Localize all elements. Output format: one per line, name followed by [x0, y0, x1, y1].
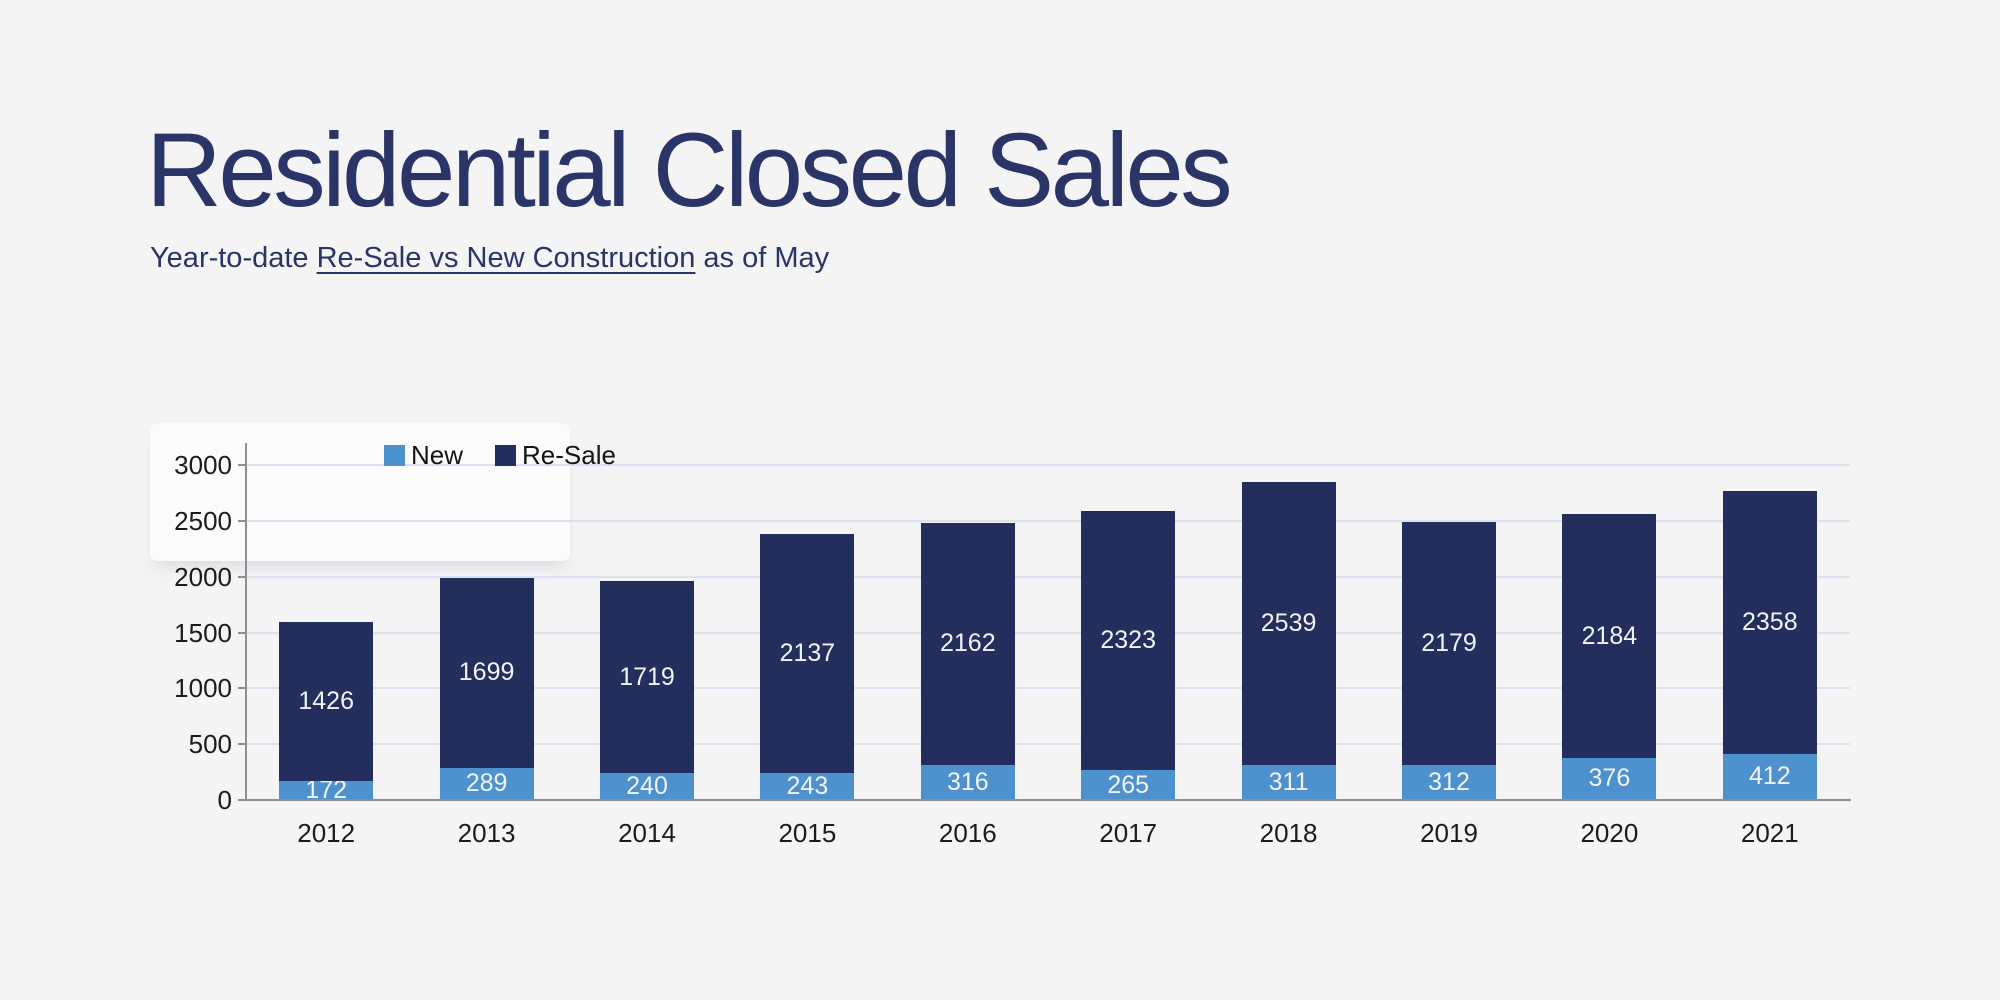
bar-segment-new-2013: 289 [439, 767, 534, 800]
legend-label-resale: Re-Sale [522, 440, 616, 470]
y-tick [238, 519, 246, 522]
x-category-label: 2021 [1740, 818, 1799, 848]
y-tick-label: 2500 [174, 505, 232, 536]
bar-value-label: 316 [946, 767, 989, 796]
x-category-label: 2018 [1259, 818, 1318, 848]
legend-swatch-new [384, 444, 405, 466]
x-category-label: 2016 [938, 818, 997, 848]
x-category-label: 2020 [1580, 818, 1639, 848]
bar-segment-new-2012: 172 [279, 776, 374, 803]
gridline [246, 575, 1850, 578]
bar-value-label: 412 [1748, 762, 1791, 791]
x-category-label: 2015 [778, 818, 837, 848]
x-category-label: 2019 [1420, 818, 1478, 848]
gridline [246, 464, 1850, 466]
bar-segment-resale-2013: 1699 [439, 578, 534, 768]
x-category-label: 2017 [1099, 818, 1158, 848]
bar-value-label: 311 [1268, 768, 1309, 797]
y-tick [238, 687, 246, 690]
y-tick-label: 1000 [174, 673, 232, 704]
bar-segment-resale-2017: 2323 [1081, 511, 1176, 771]
bar-segment-new-2015: 243 [760, 771, 855, 800]
bar-segment-resale-2016: 2162 [920, 523, 1015, 765]
bar-segment-resale-2019: 2179 [1402, 521, 1496, 766]
bar-segment-new-2016: 316 [920, 764, 1015, 800]
subtitle-prefix: Year-to-date [150, 242, 317, 274]
bar-segment-new-2018: 311 [1241, 765, 1336, 800]
bar-segment-new-2019: 312 [1402, 765, 1496, 800]
bar-segment-resale-2018: 2539 [1241, 481, 1336, 766]
bar-segment-resale-2021: 2358 [1722, 490, 1817, 754]
subtitle-suffix: as of May [695, 242, 830, 274]
bar-segment-new-2020: 376 [1562, 758, 1657, 800]
bar-segment-resale-2012: 1426 [279, 621, 374, 781]
gridline [246, 631, 1850, 634]
y-tick-label: 1500 [174, 617, 232, 648]
y-tick-label: 2000 [174, 561, 232, 592]
chart-legend: New Re-Sale [384, 442, 616, 468]
gridline [246, 519, 1850, 522]
y-tick [238, 631, 246, 634]
bar-segment-resale-2014: 1719 [600, 581, 694, 774]
gridline [246, 687, 1850, 690]
page-subtitle: Year-to-date Re-Sale vs New Construction… [150, 240, 829, 276]
bar-value-label: 243 [786, 771, 829, 800]
bar-value-label: 2137 [779, 639, 836, 668]
y-tick-label: 0 [217, 785, 232, 815]
y-tick [238, 575, 246, 578]
y-tick-label: 500 [188, 729, 232, 760]
bar-value-label: 2323 [1100, 626, 1156, 655]
bar-value-label: 289 [465, 769, 508, 798]
legend-item-new: New [384, 442, 463, 468]
bar-segment-new-2021: 412 [1722, 753, 1817, 800]
gridline [246, 743, 1850, 746]
x-category-label: 2012 [297, 818, 356, 848]
legend-swatch-resale [495, 444, 517, 466]
bar-value-label: 2539 [1260, 609, 1317, 637]
x-category-label: 2013 [457, 818, 516, 848]
bar-value-label: 2358 [1741, 607, 1798, 636]
bar-segment-new-2014: 240 [600, 773, 694, 800]
bar-value-label: 376 [1588, 764, 1631, 793]
y-tick-label: 3000 [174, 450, 232, 480]
bar-value-label: 312 [1428, 768, 1470, 797]
y-tick [238, 799, 246, 801]
bar-value-label: 2162 [939, 629, 996, 658]
bar-value-label: 1719 [619, 662, 675, 691]
bar-value-label: 2179 [1421, 628, 1477, 657]
bar-value-label: 240 [626, 772, 668, 801]
x-axis-line [245, 799, 1851, 801]
bar-segment-resale-2015: 2137 [760, 534, 855, 773]
subtitle-underlined-text: Re-Sale vs New Construction [316, 242, 696, 274]
y-tick [238, 464, 246, 466]
bar-segment-new-2017: 265 [1081, 770, 1176, 800]
legend-item-resale: Re-Sale [495, 442, 616, 468]
y-axis-line [245, 443, 247, 800]
bar-value-label: 2184 [1581, 621, 1638, 650]
y-tick [238, 743, 246, 746]
bar-value-label: 1426 [298, 686, 354, 715]
legend-label-new: New [411, 440, 464, 470]
page-title: Residential Closed Sales [146, 112, 1233, 229]
bar-value-label: 172 [305, 775, 348, 804]
bar-value-label: 265 [1107, 770, 1150, 799]
bar-segment-resale-2020: 2184 [1562, 514, 1657, 758]
x-category-label: 2014 [618, 818, 676, 848]
bar-value-label: 1699 [458, 658, 515, 687]
